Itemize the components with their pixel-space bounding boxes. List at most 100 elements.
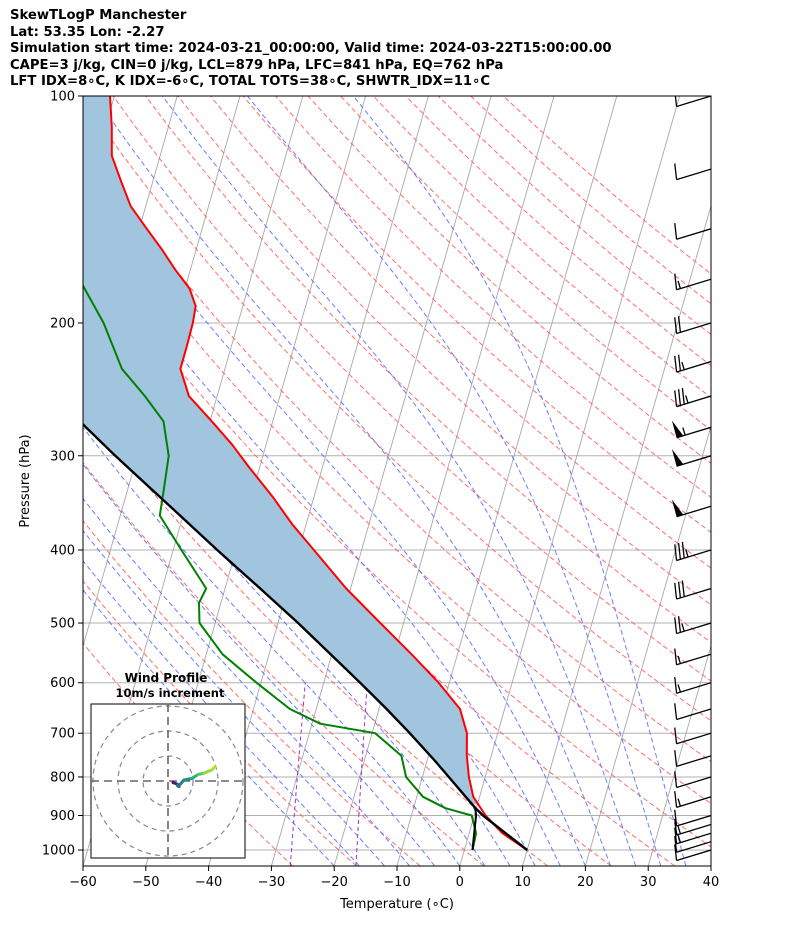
y-tick-label: 500: [50, 617, 75, 632]
wind-barb: [674, 727, 711, 745]
wind-barb-staff: [676, 505, 711, 518]
dry-adiabat: [437, 96, 711, 336]
wind-barb-full: [674, 390, 678, 407]
wind-barb-full: [674, 844, 678, 861]
isotherm-line: [270, 96, 492, 866]
chart-title: SkewTLogP Manchester: [10, 8, 187, 23]
dry-adiabat: [83, 245, 711, 848]
wind-barb-half: [677, 655, 682, 664]
dry-adiabat: [83, 195, 711, 805]
moist-adiabat: [83, 589, 335, 866]
wind-barb-full: [674, 355, 678, 373]
wind-barb-half: [677, 684, 682, 693]
wind-barb: [674, 163, 711, 181]
y-tick-label: 800: [50, 770, 75, 785]
wind-barb-full: [674, 818, 678, 836]
plot-area: [83, 96, 711, 866]
dry-adiabat: [275, 96, 711, 498]
wind-barb-full: [674, 791, 678, 808]
wind-barb-full: [677, 354, 682, 371]
wind-barb-flag: [671, 499, 684, 517]
wind-barb: [674, 616, 711, 635]
wind-barb: [674, 96, 711, 108]
wind-barb-staff: [676, 395, 711, 408]
wind-barb-half: [682, 427, 686, 436]
x-tick-label: −30: [258, 875, 285, 890]
wind-barb: [674, 750, 711, 767]
wind-barb-staff: [676, 796, 711, 808]
wind-barb-full: [677, 616, 682, 633]
y-tick-label: 900: [50, 809, 75, 824]
wind-barb-full: [681, 541, 685, 559]
dry-adiabat: [242, 96, 711, 533]
hodograph-plot: [91, 704, 245, 858]
wind-barb-full: [677, 316, 682, 333]
wind-barb-staff: [676, 849, 711, 862]
wind-barb-staff: [676, 96, 711, 108]
x-tick-label: 40: [703, 875, 720, 890]
moist-adiabat: [161, 96, 637, 866]
isotherm-line: [710, 864, 711, 866]
wind-barb-half: [685, 549, 689, 558]
wind-barb-full: [681, 580, 685, 597]
simulation-time: Simulation start time: 2024-03-21_00:00:…: [10, 41, 612, 57]
y-tick-label: 700: [50, 727, 75, 742]
dry-adiabat: [177, 96, 711, 606]
y-tick-label: 100: [50, 90, 75, 105]
wind-barb-staff: [676, 455, 711, 467]
moist-adiabat: [94, 96, 611, 866]
isotherm-line: [522, 204, 711, 866]
y-tick-label: 200: [50, 316, 75, 331]
dry-adiabat: [210, 96, 711, 569]
wind-barb-flag: [671, 448, 684, 467]
hodograph-subtitle: 10m/s increment: [116, 686, 225, 700]
wind-barb-full: [674, 544, 678, 561]
wind-barb-staff: [676, 322, 711, 335]
dry-adiabat: [502, 96, 711, 275]
wind-barb-staff: [676, 832, 711, 845]
y-tick-label: 300: [50, 449, 75, 464]
wind-barb-staff: [676, 549, 711, 562]
wind-barb: [674, 273, 711, 291]
wind-barb-staff: [676, 841, 711, 853]
wind-barb-full: [677, 581, 682, 598]
wind-barb-full: [674, 163, 678, 180]
dewpoint-lcl-line: [471, 807, 478, 851]
wind-barb-staff: [676, 823, 711, 836]
wind-barb: [671, 448, 711, 467]
chart-title-block: SkewTLogP Manchester Lat: 53.35 Lon: -2.…: [10, 8, 790, 91]
wind-barb-half: [677, 798, 682, 807]
wind-barb-half: [677, 280, 682, 289]
x-tick-label: 0: [456, 875, 464, 890]
wind-barb-full: [674, 750, 678, 767]
mixing-ratio-line: [289, 682, 306, 866]
wind-barb-full: [674, 809, 678, 827]
hodograph-title: Wind Profile: [125, 671, 208, 685]
wind-barb: [674, 809, 711, 827]
x-tick-label: −10: [383, 875, 410, 890]
location-coordinates: Lat: 53.35 Lon: -2.27: [10, 24, 165, 40]
x-tick-label: −60: [69, 875, 96, 890]
y-tick-label: 600: [50, 676, 75, 691]
wind-barb-staff: [676, 708, 711, 721]
wind-barb: [674, 836, 711, 853]
wind-barb: [674, 818, 711, 836]
wind-barb: [674, 771, 711, 789]
x-tick-label: −40: [195, 875, 222, 890]
wind-barb: [674, 354, 711, 373]
y-tick-label: 400: [50, 543, 75, 558]
wind-barb-half: [677, 834, 682, 843]
wind-barb-full: [677, 543, 682, 560]
wind-barb-full: [674, 223, 678, 240]
wind-barb-staff: [676, 682, 711, 694]
mixing-ratio-line: [355, 682, 368, 866]
wind-barb: [674, 316, 711, 335]
dry-adiabat: [340, 96, 711, 431]
wind-barb: [671, 499, 711, 518]
wind-barb-staff: [676, 360, 711, 373]
wind-barb-staff: [676, 228, 711, 240]
wind-barb: [674, 580, 711, 600]
wind-barb-full: [681, 387, 685, 405]
wind-barb-full: [674, 836, 678, 853]
moist-adiabat: [83, 228, 561, 866]
